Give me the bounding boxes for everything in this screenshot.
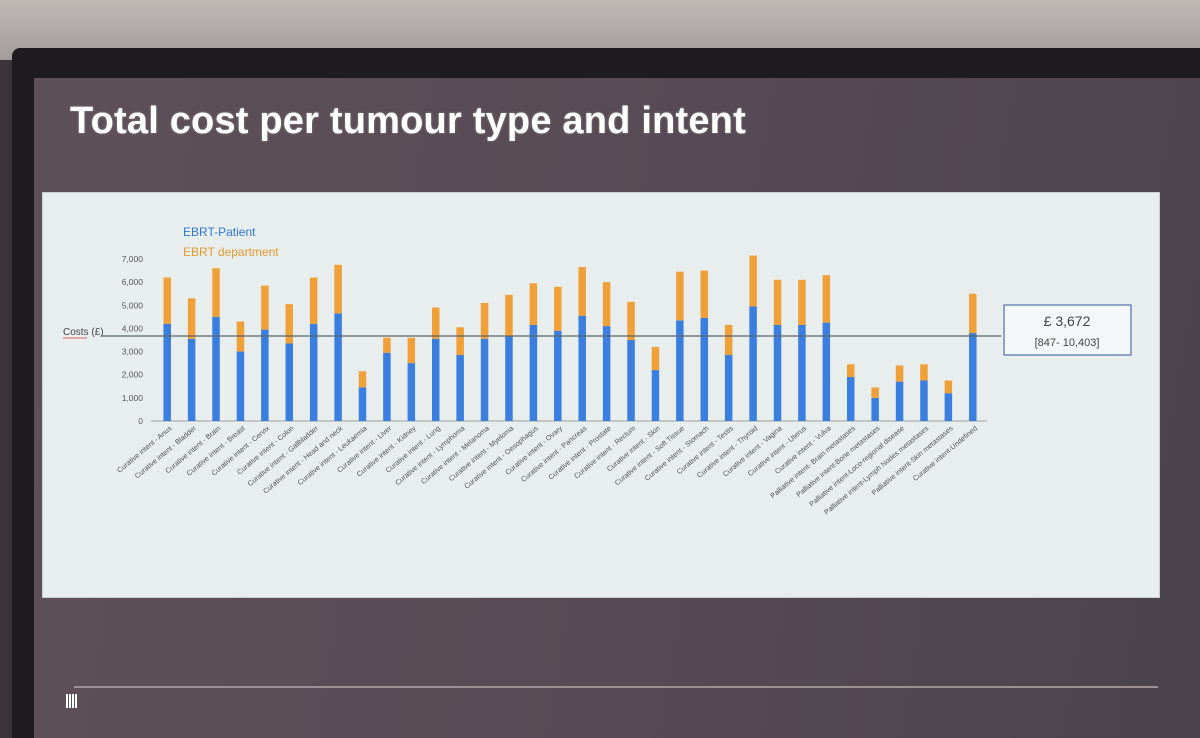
bar-segment-ebrt-patient <box>773 324 782 421</box>
y-tick-label: 1,000 <box>122 393 144 403</box>
bar-segment-ebrt-department <box>554 286 562 331</box>
bar-segment-ebrt-department <box>700 270 709 319</box>
y-tick-label: 0 <box>138 416 143 426</box>
bar-segment-ebrt-department <box>529 283 538 325</box>
bar-segment-ebrt-patient <box>285 343 294 421</box>
bar-segment-ebrt-department <box>578 267 586 316</box>
bar-segment-ebrt-department <box>773 279 782 325</box>
bar-segment-ebrt-patient <box>383 352 391 421</box>
bar-segment-ebrt-department <box>358 371 367 388</box>
bar-segment-ebrt-patient <box>431 338 440 421</box>
bar-segment-ebrt-patient <box>529 324 538 421</box>
bar-segment-ebrt-patient <box>724 355 733 421</box>
bar-segment-ebrt-department <box>969 293 977 334</box>
y-tick-label: 6,000 <box>122 277 144 287</box>
y-axis-label: Costs (£) <box>63 327 104 338</box>
bar-segment-ebrt-department <box>334 264 342 314</box>
bar-segment-ebrt-patient <box>505 336 513 421</box>
bar-segment-ebrt-patient <box>676 320 684 421</box>
bar-segment-ebrt-patient <box>554 330 562 421</box>
bar-segment-ebrt-department <box>846 364 855 378</box>
bar-segment-ebrt-patient <box>627 340 635 421</box>
bar-segment-ebrt-patient <box>846 377 855 421</box>
bar-segment-ebrt-department <box>676 271 684 321</box>
bar-segment-ebrt-department <box>895 365 904 382</box>
bar-segment-ebrt-department <box>724 324 733 356</box>
bar-segment-ebrt-department <box>602 282 611 327</box>
footer-divider <box>74 686 1158 688</box>
bar-segment-ebrt-patient <box>480 338 489 421</box>
annotation-range: [847- 10,403] <box>1035 337 1100 349</box>
bar-segment-ebrt-patient <box>578 315 586 421</box>
bar-segment-ebrt-department <box>285 304 294 344</box>
bar-segment-ebrt-department <box>163 277 171 324</box>
legend-entry-ebrt-department: EBRT department <box>183 245 279 259</box>
bar-segment-ebrt-patient <box>163 323 171 421</box>
bar-segment-ebrt-department <box>505 294 513 337</box>
bar-segment-ebrt-department <box>944 380 953 394</box>
annotation-box <box>1003 304 1132 356</box>
bar-segment-ebrt-patient <box>309 323 318 421</box>
y-tick-label: 3,000 <box>122 347 144 357</box>
slide-title: Total cost per tumour type and intent <box>70 100 746 142</box>
bar-segment-ebrt-department <box>212 268 220 317</box>
logo-icon <box>66 694 80 708</box>
bar-segment-ebrt-patient <box>969 333 977 421</box>
bar-segment-ebrt-department <box>651 346 660 371</box>
bar-segment-ebrt-patient <box>920 380 928 421</box>
bar-segment-ebrt-patient <box>944 393 953 421</box>
bar-segment-ebrt-department <box>871 387 879 398</box>
chart-panel: 0 1,000 2,000 3,000 4,000 5,000 6,000 7,000 Cost… <box>42 192 1160 598</box>
bar-segment-ebrt-patient <box>798 324 806 421</box>
bar-segment-ebrt-patient <box>871 397 879 421</box>
bar-segment-ebrt-patient <box>822 322 831 421</box>
bar-segment-ebrt-patient <box>651 370 660 421</box>
bar-segment-ebrt-patient <box>456 355 464 421</box>
bar-segment-ebrt-department <box>920 364 928 381</box>
bar-segment-ebrt-patient <box>602 326 611 421</box>
bar-segment-ebrt-patient <box>749 306 757 421</box>
bar-segment-ebrt-department <box>309 277 318 324</box>
bar-segment-ebrt-patient <box>261 329 269 421</box>
bar-segment-ebrt-department <box>407 337 416 364</box>
bar-segment-ebrt-department <box>480 302 489 339</box>
bar-segment-ebrt-patient <box>187 338 196 421</box>
bar-segment-ebrt-department <box>383 337 391 353</box>
y-tick-label: 4,000 <box>122 323 144 333</box>
annotation-value: £ 3,672 <box>1044 313 1091 329</box>
y-tick-label: 7,000 <box>122 254 144 264</box>
bar-segment-ebrt-department <box>798 279 806 325</box>
y-tick-label: 5,000 <box>122 300 144 310</box>
bar-segment-ebrt-patient <box>700 318 709 421</box>
legend-entry-ebrt-patient: EBRT-Patient <box>183 225 256 239</box>
stacked-bar-chart: 0 1,000 2,000 3,000 4,000 5,000 6,000 7,000 Cost… <box>63 225 1132 516</box>
bar-segment-ebrt-patient <box>895 381 904 421</box>
bar-segment-ebrt-patient <box>212 316 220 421</box>
bar-segment-ebrt-department <box>822 275 831 323</box>
bar-segment-ebrt-department <box>456 327 464 356</box>
bar-segment-ebrt-department <box>431 307 440 339</box>
bar-segment-ebrt-department <box>187 298 196 339</box>
bar-segment-ebrt-department <box>261 285 269 330</box>
bar-segment-ebrt-patient <box>236 351 245 421</box>
bar-segment-ebrt-patient <box>334 313 342 421</box>
bar-segment-ebrt-department <box>627 301 635 340</box>
bar-segment-ebrt-department <box>749 255 757 307</box>
bar-segment-ebrt-patient <box>358 387 367 421</box>
y-tick-label: 2,000 <box>122 370 144 380</box>
bar-segment-ebrt-patient <box>407 363 416 421</box>
